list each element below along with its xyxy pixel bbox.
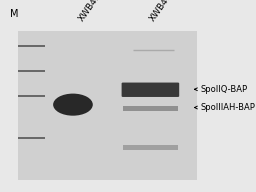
Text: SpoIIIAH-BAP: SpoIIIAH-BAP [201,103,256,112]
Text: M: M [10,9,18,19]
FancyBboxPatch shape [122,83,179,97]
Bar [123,145,178,150]
Text: SpoIIQ-BAP: SpoIIQ-BAP [201,85,248,94]
Bar [123,106,178,111]
Text: XWB46: XWB46 [148,0,175,23]
Bar [18,31,197,180]
Text: XWB49: XWB49 [77,0,103,23]
Ellipse shape [53,94,93,116]
